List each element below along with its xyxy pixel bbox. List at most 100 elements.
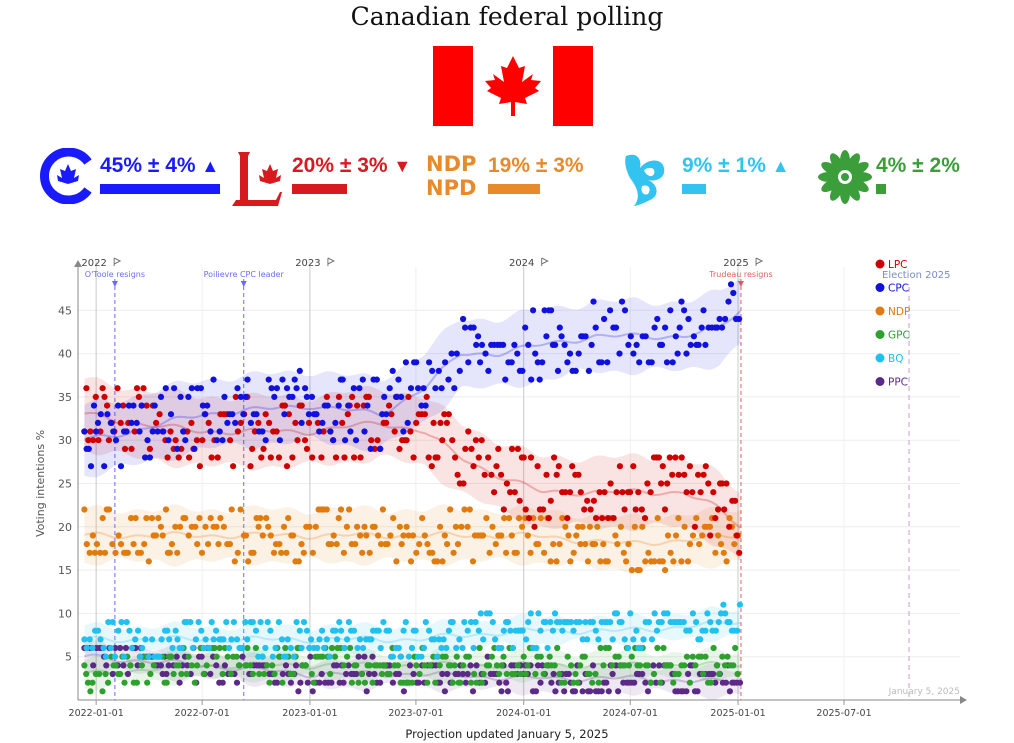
poll-point-bq: [595, 636, 602, 643]
poll-point-ndp: [452, 523, 459, 530]
poll-point-gpc: [522, 670, 529, 678]
poll-point-bq: [145, 653, 152, 660]
poll-point-lpc: [339, 419, 346, 426]
poll-point-ndp: [192, 523, 199, 530]
poll-point-cpc: [585, 367, 593, 374]
poll-point-gpc: [609, 662, 616, 669]
poll-point-lpc: [460, 480, 467, 487]
poll-point-bq: [547, 619, 554, 626]
poll-point-lpc: [199, 437, 206, 444]
poll-point-lpc: [465, 428, 472, 435]
poll-point-lpc: [303, 445, 311, 452]
poll-point-bq: [316, 636, 323, 643]
poll-point-ppc: [532, 688, 540, 695]
poll-point-ndp: [312, 523, 319, 530]
poll-point-ndp: [492, 541, 499, 548]
poll-point-gpc: [564, 653, 571, 660]
poll-point-cpc: [182, 437, 189, 444]
poll-point-bq: [195, 619, 202, 626]
poll-point-gpc: [96, 670, 103, 678]
poll-point-cpc: [345, 402, 352, 409]
poll-point-gpc: [636, 662, 644, 669]
poll-point-bq: [584, 636, 591, 643]
poll-point-cpc: [219, 437, 226, 444]
x-tick-label: 2024-01-01: [496, 708, 551, 719]
poll-point-lpc: [423, 393, 430, 400]
poll-point-cpc: [598, 359, 605, 366]
poll-point-gpc: [647, 679, 655, 686]
poll-point-cpc: [364, 402, 371, 409]
poll-point-bq: [300, 619, 308, 626]
poll-point-bq: [640, 636, 647, 643]
poll-point-lpc: [527, 454, 535, 461]
poll-point-ndp: [215, 541, 222, 548]
poll-point-ndp: [217, 515, 224, 522]
poll-point-ndp: [681, 523, 688, 530]
poll-point-lpc: [669, 471, 676, 478]
poll-point-gpc: [219, 670, 226, 678]
watermark-date: January 5, 2025: [888, 687, 960, 697]
poll-point-lpc: [511, 489, 518, 496]
poll-point-ndp: [712, 549, 719, 556]
poll-point-ndp: [340, 549, 347, 556]
poll-point-bq: [418, 653, 425, 660]
poll-point-ndp: [586, 523, 594, 530]
poll-point-cpc: [316, 428, 323, 435]
poll-point-gpc: [147, 670, 154, 678]
poll-point-ndp: [162, 506, 170, 513]
poll-point-ppc: [539, 662, 546, 669]
poll-point-lpc: [425, 454, 432, 461]
poll-point-lpc: [564, 515, 571, 522]
poll-point-gpc: [424, 679, 431, 686]
poll-point-cpc: [530, 307, 537, 314]
poll-point-cpc: [302, 385, 309, 392]
poll-point-ndp: [93, 541, 100, 548]
poll-point-gpc: [249, 670, 256, 678]
poll-point-bq: [385, 627, 393, 634]
poll-point-bq: [156, 653, 163, 660]
poll-point-gpc: [183, 670, 190, 678]
poll-point-lpc: [172, 437, 179, 444]
poll-point-bq: [420, 644, 428, 652]
poll-point-lpc: [441, 411, 448, 418]
poll-point-gpc: [117, 670, 124, 678]
poll-point-cpc: [561, 341, 568, 348]
poll-point-bq: [397, 653, 404, 660]
canada-flag: [433, 46, 593, 126]
poll-point-lpc: [587, 506, 594, 513]
poll-point-cpc: [672, 333, 679, 340]
poll-point-cpc: [625, 341, 632, 348]
poll-point-bq: [453, 644, 460, 652]
legend-swatch-bq: [875, 353, 885, 363]
y-tick-label: 10: [58, 607, 72, 620]
poll-point-cpc: [171, 385, 178, 392]
poll-point-lpc: [146, 445, 153, 452]
poll-point-gpc: [279, 679, 286, 686]
poll-point-bq: [702, 627, 709, 634]
poll-point-gpc: [261, 670, 268, 678]
poll-point-lpc: [681, 471, 688, 478]
poll-point-ppc: [297, 679, 304, 686]
poll-point-gpc: [500, 653, 507, 660]
poll-point-lpc: [275, 454, 283, 461]
poll-point-gpc: [185, 653, 192, 660]
poll-point-lpc: [678, 454, 685, 461]
poll-point-cpc: [332, 419, 339, 426]
poll-point-bq: [549, 627, 557, 634]
bq-bar: [682, 184, 706, 194]
poll-point-gpc: [654, 644, 661, 652]
poll-point-ppc: [710, 670, 717, 678]
poll-point-ppc: [469, 688, 477, 695]
poll-point-bq: [576, 619, 583, 626]
poll-point-cpc: [146, 454, 153, 461]
poll-point-lpc: [262, 411, 269, 418]
poll-point-lpc: [508, 445, 516, 452]
poll-point-ndp: [642, 558, 649, 565]
poll-point-bq: [192, 636, 199, 643]
poll-point-ppc: [316, 679, 323, 686]
poll-point-cpc: [123, 428, 130, 435]
ndp-bar: [488, 184, 540, 194]
poll-point-gpc: [716, 670, 723, 678]
poll-point-gpc: [572, 670, 579, 678]
poll-point-ndp: [458, 523, 465, 530]
